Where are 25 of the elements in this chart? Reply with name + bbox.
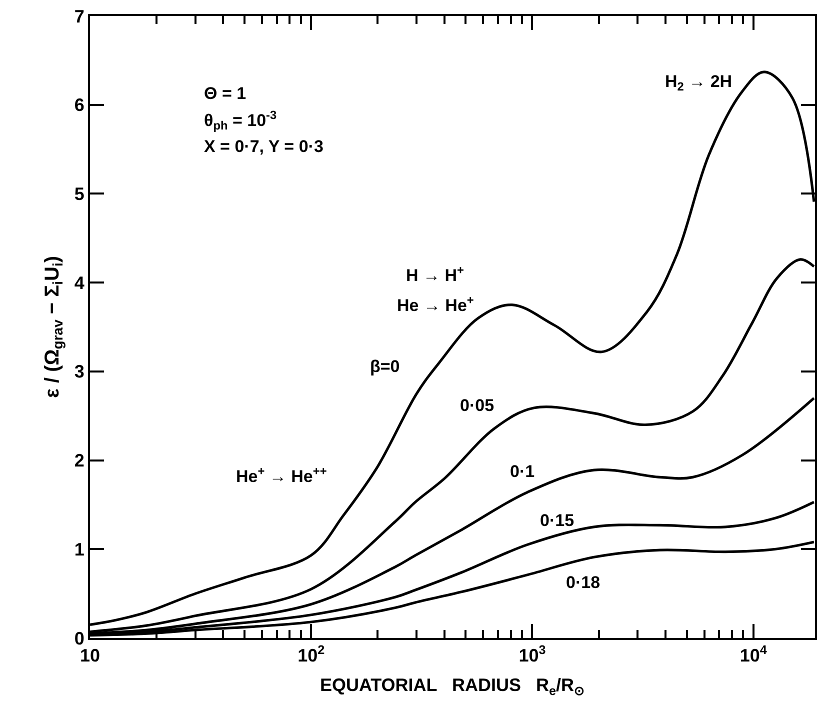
y-tick-label: 1 [74,539,84,560]
x-tick-label: 10$^{2}$ [298,643,325,666]
x-tick-label: 10$^{4}$ [740,643,767,666]
annotation: He$^{+}$ → He$^{++}$ [236,464,327,486]
y-tick-label: 3 [74,362,84,382]
y-tick-label: 0 [74,628,84,648]
annotation: X = 0·7, Y = 0·3 [204,137,324,156]
annotation: H → H$^{+}$ [406,263,464,286]
series-label: 0·1 [510,462,535,481]
annotation: θ$_{ph}$ = 10$^{-3}$ [204,108,277,133]
series-label: 0·18 [566,573,600,592]
y-tick-label: 4 [74,272,84,293]
x-tick-label: 10$^{3}$ [518,643,546,666]
annotation: He → He$^{+}$ [397,293,474,316]
y-tick-label: 7 [74,6,84,26]
x-axis-title: EQUATORIAL RADIUS R$_{e}$/R$_{⊙}$ [320,675,586,698]
y-tick-label: 2 [74,450,84,471]
series-label: β=0 [370,357,400,376]
series-label: 0·15 [540,511,574,530]
annotation: Θ = 1 [204,84,246,103]
x-tick-label: 10 [80,646,100,666]
y-tick-label: 5 [74,184,84,204]
series-label: 0·05 [460,396,494,415]
y-tick-label: 6 [74,95,84,116]
annotation: H$_{2}$ → 2H [665,72,732,94]
